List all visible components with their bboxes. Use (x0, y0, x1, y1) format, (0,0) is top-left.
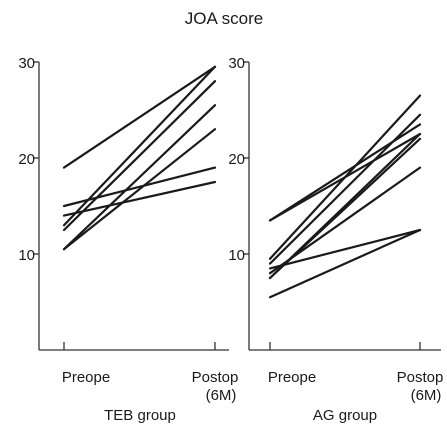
x-category-label-sub: (6M) (411, 387, 442, 404)
series-line-1-8 (268, 228, 422, 299)
series-line-1-2 (268, 94, 422, 260)
x-category-label: Preope (62, 369, 110, 386)
x-category-label: Postop (397, 369, 444, 386)
x-category-label: Preope (268, 369, 316, 386)
y-tick-label: 20 (228, 151, 245, 168)
series-line-0-6 (62, 128, 217, 251)
series-line-0-0 (62, 65, 217, 169)
x-category-label-sub: (6M) (206, 387, 237, 404)
series-line-0-2 (62, 180, 217, 217)
x-category-label: Postop (192, 369, 239, 386)
series-line-1-4 (268, 228, 422, 270)
y-tick-label: 30 (228, 55, 245, 72)
group-label: AG group (313, 407, 377, 424)
panel-0: 30 20 10 Preope Postop(6M) TEB group (18, 55, 238, 424)
y-tick-label: 30 (18, 55, 35, 72)
panel-1: 30 20 10 Preope Postop(6M) AG group (228, 55, 443, 424)
series-line-1-7 (268, 132, 422, 280)
y-tick-label: 10 (18, 247, 35, 264)
series-line-0-4 (62, 80, 217, 232)
series-line-0-3 (62, 65, 217, 227)
group-label: TEB group (104, 407, 176, 424)
series-line-0-5 (62, 104, 217, 251)
chart-title: JOA score (185, 9, 263, 28)
y-tick-label: 20 (18, 151, 35, 168)
series-line-1-3 (268, 113, 422, 265)
y-tick-label: 10 (228, 247, 245, 264)
